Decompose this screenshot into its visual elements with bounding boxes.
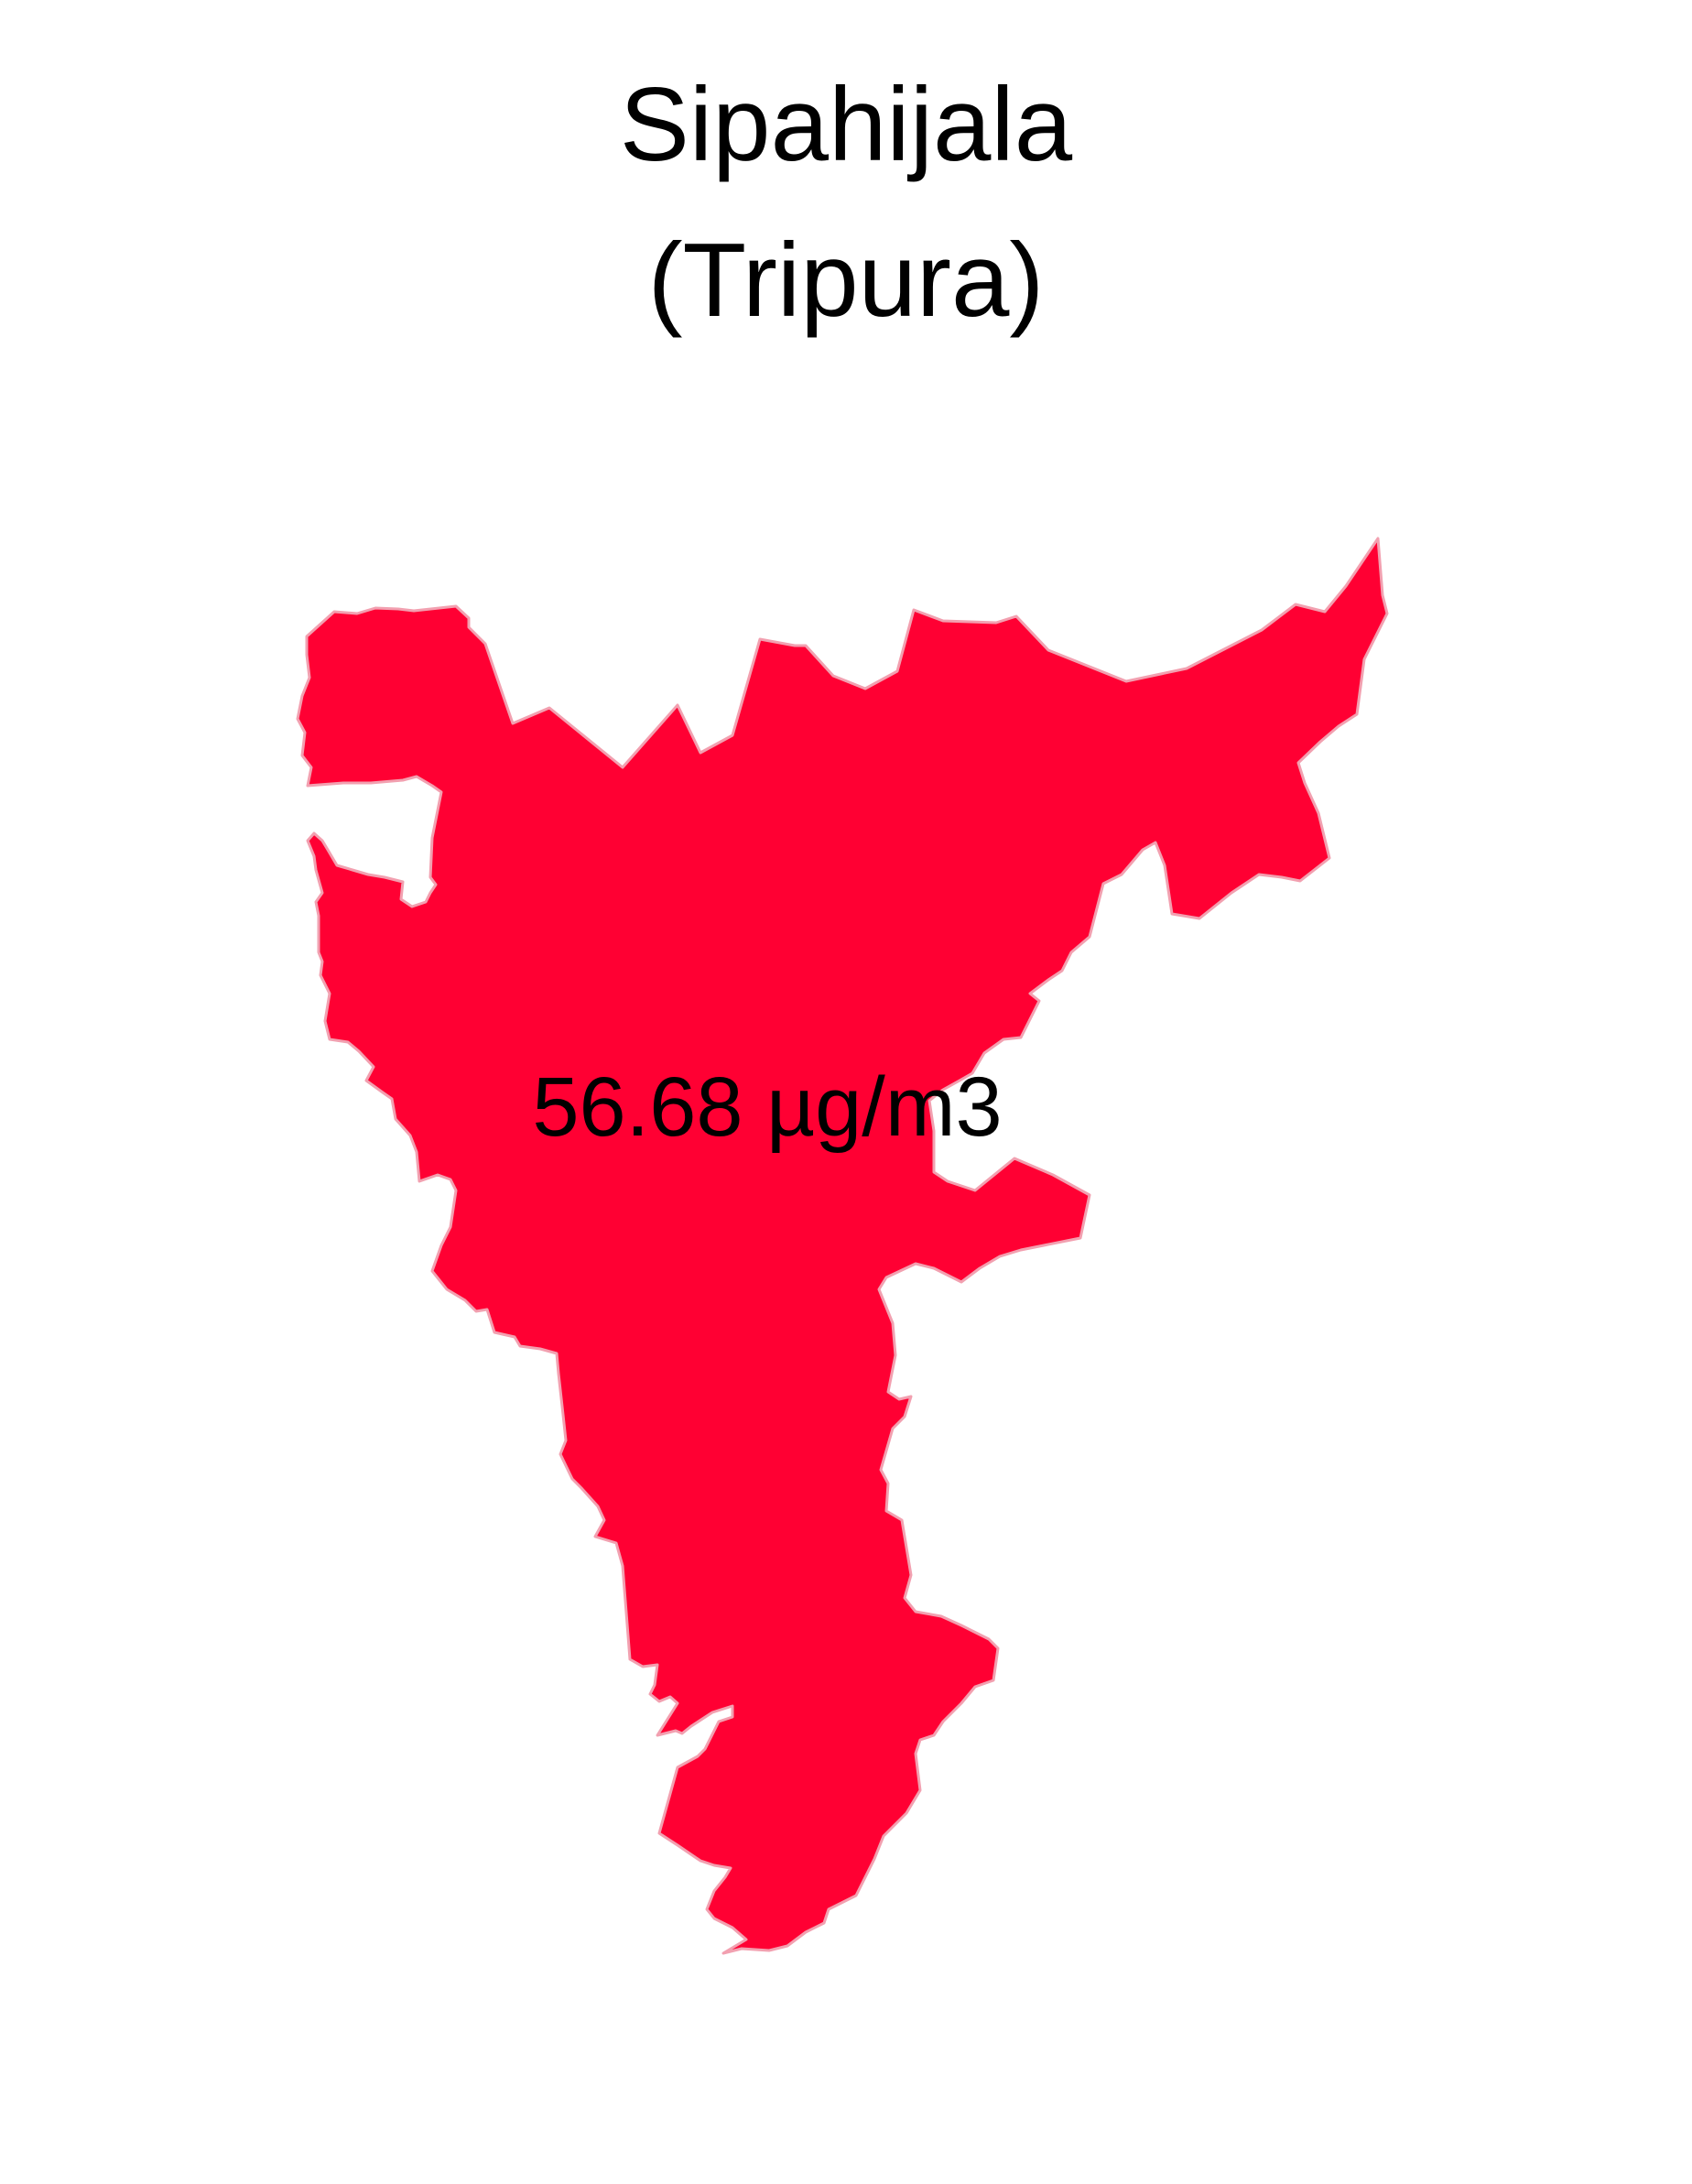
map-subtitle: (Tripura) [647, 223, 1045, 339]
map-title: Sipahijala [619, 67, 1073, 183]
district-shape-sipahijala[interactable] [296, 537, 1389, 1955]
district-value-label: 56.68 µg/m3 [532, 1060, 1002, 1154]
